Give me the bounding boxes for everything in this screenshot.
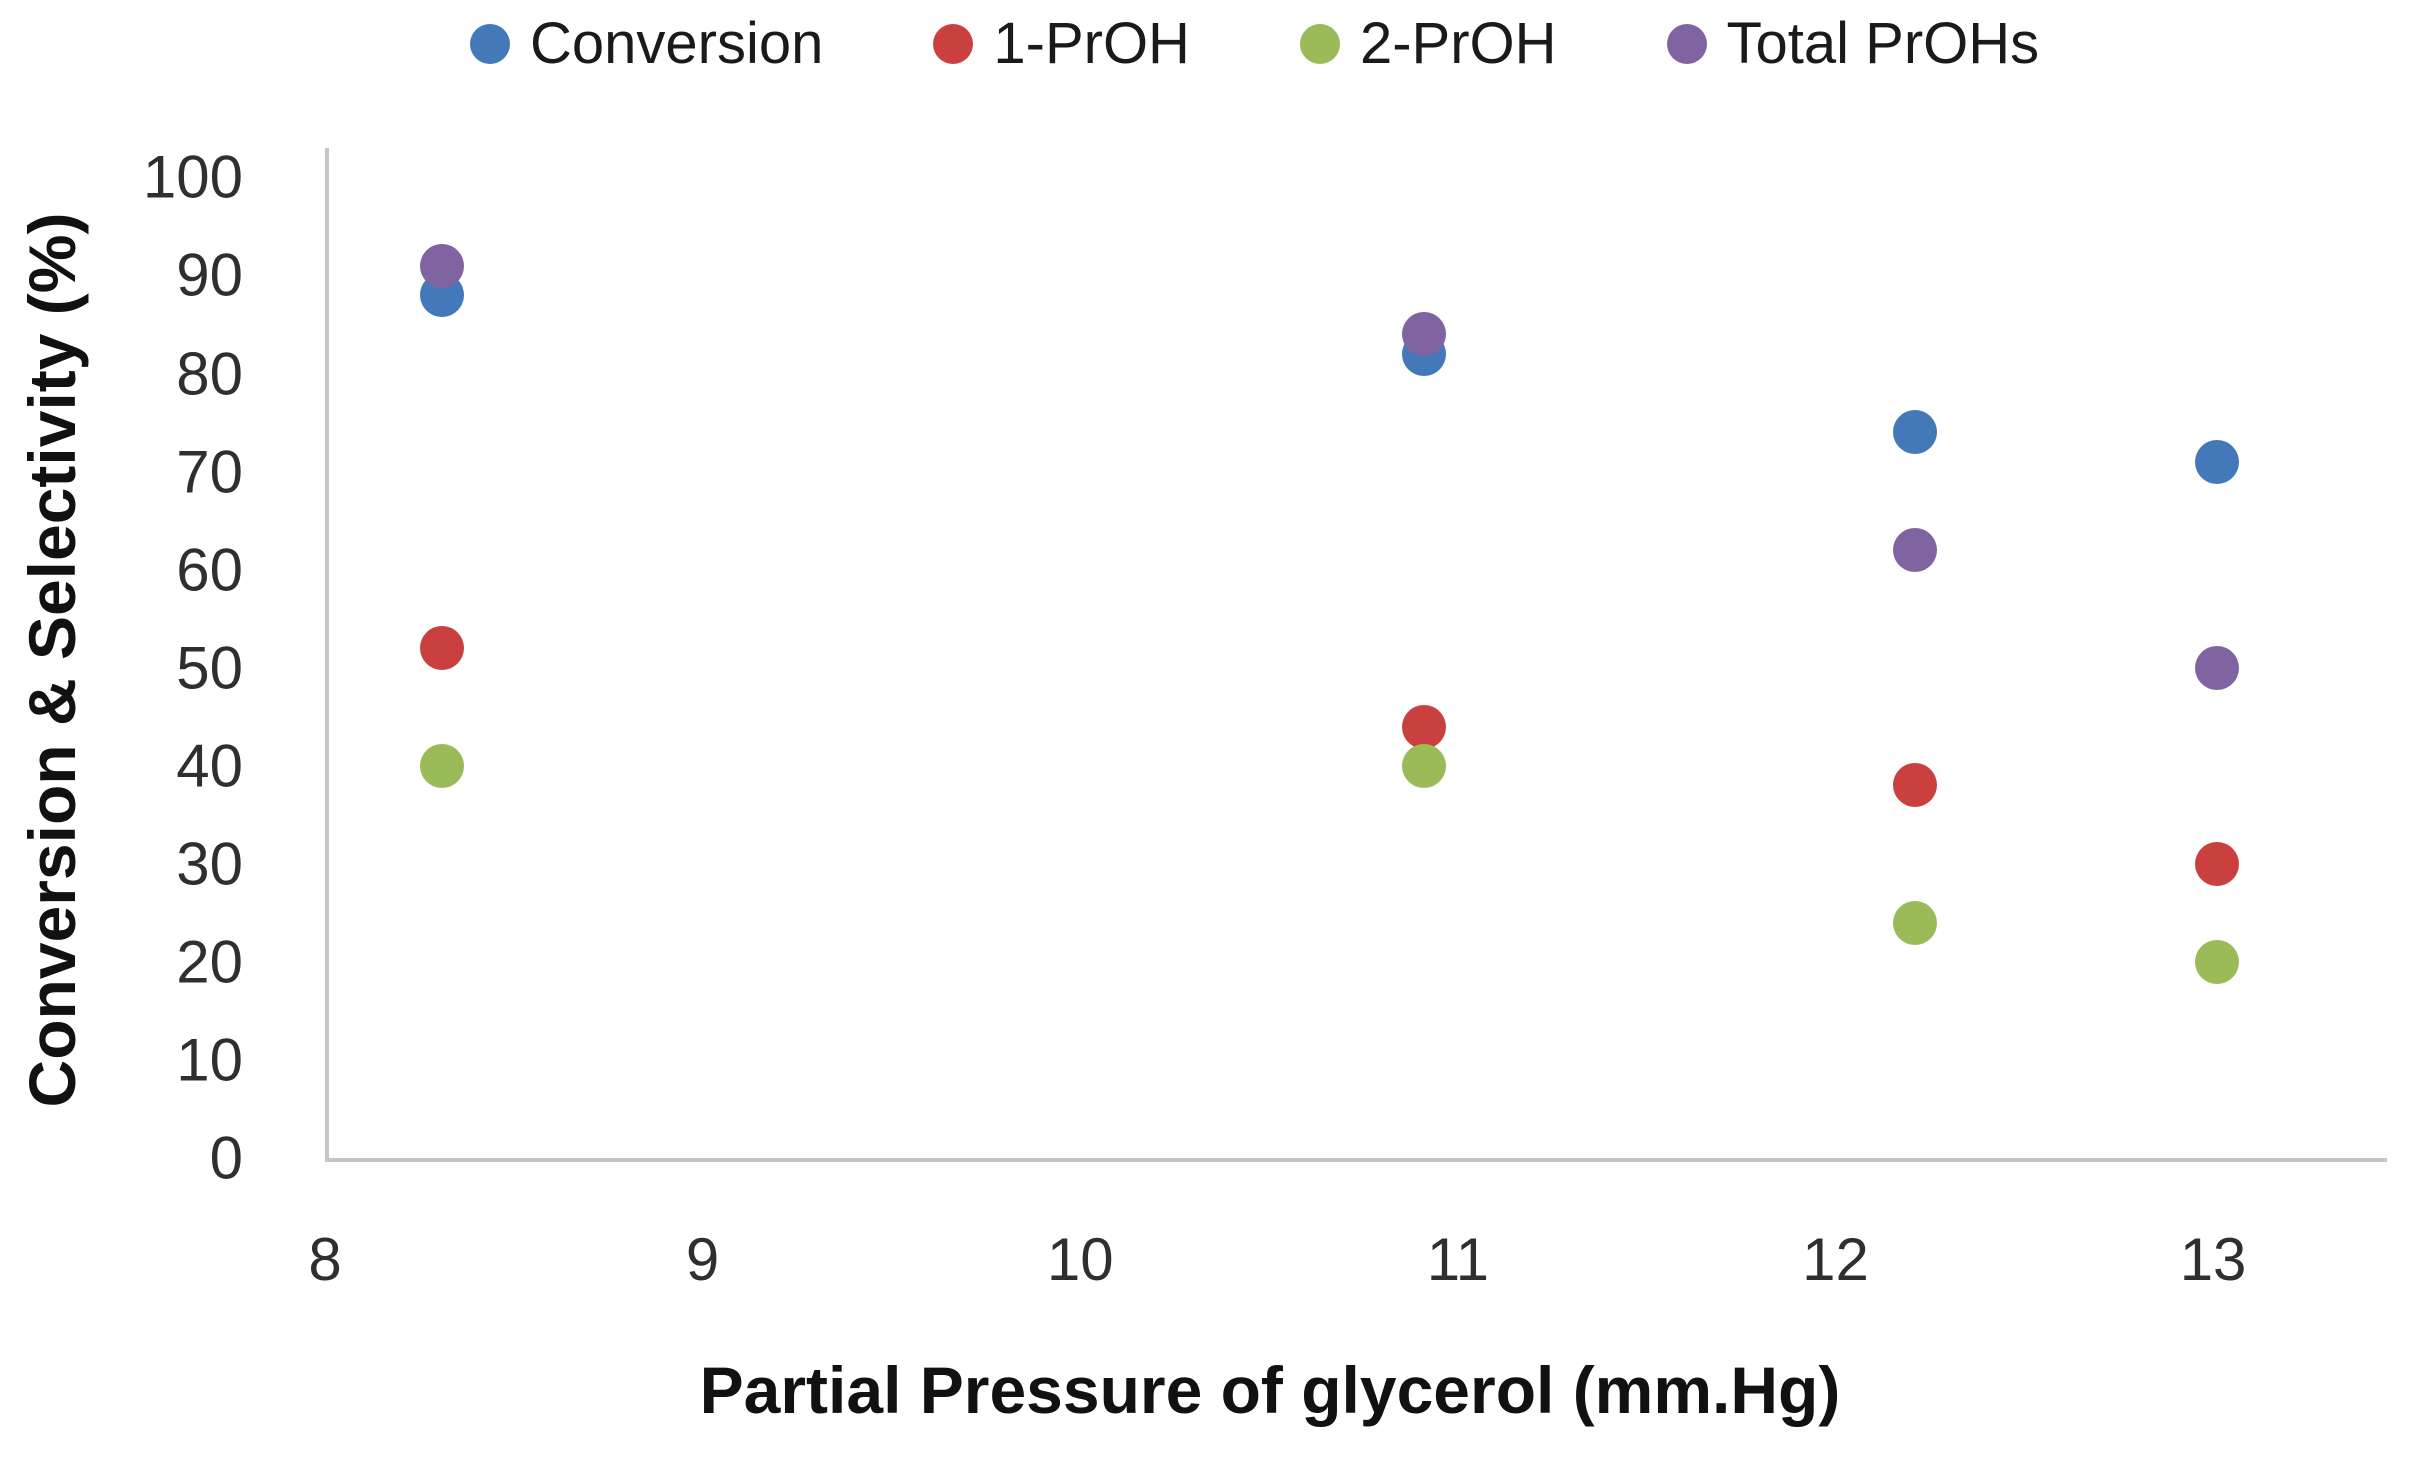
y-tick-label: 70 bbox=[176, 438, 243, 506]
data-point-total-prohs bbox=[2195, 645, 2240, 690]
data-point-1-proh bbox=[1402, 704, 1447, 749]
chart-legend: Conversion 1-PrOH 2-PrOH Total PrOHs bbox=[470, 10, 2039, 77]
x-tick-label: 12 bbox=[1802, 1226, 1869, 1293]
data-point-conversion bbox=[1892, 410, 1937, 455]
data-point-2-proh bbox=[420, 743, 465, 788]
data-point-2-proh bbox=[2195, 939, 2240, 984]
x-tick-label: 8 bbox=[308, 1226, 342, 1293]
legend-item-2-proh: 2-PrOH bbox=[1299, 10, 1557, 77]
y-tick-label: 90 bbox=[176, 241, 243, 309]
data-point-2-proh bbox=[1402, 743, 1447, 788]
y-axis-title: Conversion & Selectivity (%) bbox=[15, 212, 89, 1108]
legend-marker-icon bbox=[1299, 23, 1340, 64]
legend-label: 1-PrOH bbox=[993, 11, 1190, 76]
x-tick-label: 10 bbox=[1046, 1226, 1114, 1293]
x-tick-label: 13 bbox=[2179, 1226, 2247, 1293]
legend-item-conversion: Conversion bbox=[470, 10, 823, 77]
y-tick-label: 100 bbox=[142, 143, 243, 211]
legend-label: 2-PrOH bbox=[1359, 11, 1557, 76]
legend-item-total-prohs: Total PrOHs bbox=[1666, 10, 2040, 77]
y-tick-label: 50 bbox=[176, 634, 243, 702]
y-tick-label: 80 bbox=[176, 340, 243, 408]
legend-marker-icon bbox=[933, 23, 974, 64]
x-axis-title: Partial Pressure of glycerol (mm.Hg) bbox=[699, 1353, 1841, 1427]
legend-label: Conversion bbox=[530, 11, 824, 76]
y-tick-label: 20 bbox=[176, 928, 243, 996]
data-point-total-prohs bbox=[1402, 312, 1447, 357]
data-point-1-proh bbox=[1892, 763, 1937, 808]
data-point-1-proh bbox=[420, 626, 465, 671]
data-point-total-prohs bbox=[420, 243, 465, 288]
data-point-2-proh bbox=[1892, 900, 1937, 945]
x-tick-label: 9 bbox=[685, 1226, 720, 1293]
legend-item-1-proh: 1-PrOH bbox=[933, 10, 1190, 77]
y-tick-label: 40 bbox=[176, 732, 243, 800]
legend-marker-icon bbox=[470, 23, 510, 64]
data-point-total-prohs bbox=[1892, 528, 1937, 573]
x-tick-label: 11 bbox=[1426, 1226, 1489, 1293]
y-tick-label: 60 bbox=[176, 536, 243, 604]
y-tick-label: 10 bbox=[176, 1026, 243, 1094]
y-tick-label: 0 bbox=[209, 1124, 243, 1192]
data-point-1-proh bbox=[2195, 841, 2240, 886]
legend-marker-icon bbox=[1666, 23, 1707, 64]
y-tick-label: 30 bbox=[176, 830, 243, 898]
legend-label: Total PrOHs bbox=[1726, 11, 2040, 76]
data-point-conversion bbox=[2195, 439, 2240, 484]
plot-area bbox=[325, 148, 2387, 1162]
